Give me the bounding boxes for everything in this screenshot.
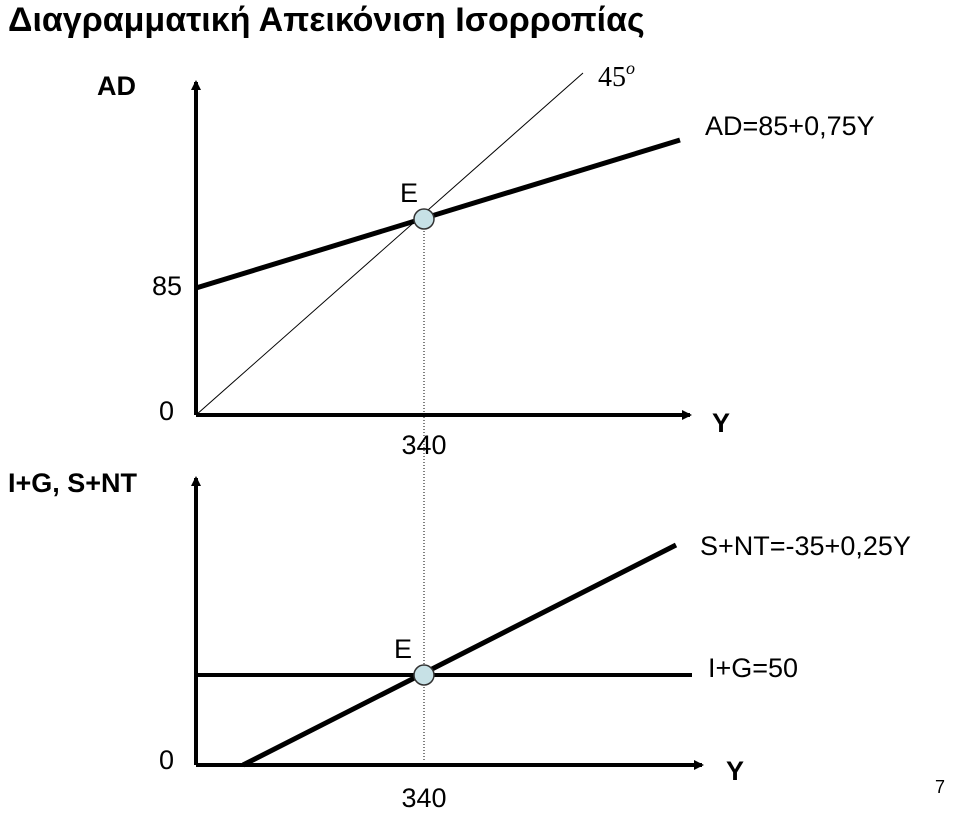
curve-label: AD=85+0,75Y xyxy=(705,111,875,141)
equilibrium-label: 340 xyxy=(401,430,446,460)
y-axis-label: I+G, S+NT xyxy=(8,468,138,498)
angle-label: 45o xyxy=(598,58,635,93)
angle-degree: o xyxy=(626,58,635,78)
y-axis-label: AD xyxy=(97,71,136,101)
equilibrium-point xyxy=(413,208,435,230)
saving-label: S+NT=-35+0,25Y xyxy=(700,531,911,561)
origin-label: 0 xyxy=(159,396,174,426)
ad-line xyxy=(195,137,681,291)
45-degree-line xyxy=(195,72,584,416)
investment-label: I+G=50 xyxy=(708,653,798,683)
title: Διαγραμματική Απεικόνιση Ισορροπίας xyxy=(8,1,645,39)
equilibrium-point xyxy=(413,664,435,686)
x-axis-label: Y xyxy=(712,408,730,438)
equilibrium-label: 340 xyxy=(401,783,446,813)
x-axis-label: Y xyxy=(726,756,744,786)
origin-label: 0 xyxy=(159,745,174,775)
intercept-label: 85 xyxy=(152,271,182,301)
point-label: E xyxy=(394,634,412,664)
angle-value: 45 xyxy=(598,62,626,93)
page-number: 7 xyxy=(935,777,945,797)
point-label: E xyxy=(400,178,418,208)
saving-line xyxy=(241,542,678,768)
